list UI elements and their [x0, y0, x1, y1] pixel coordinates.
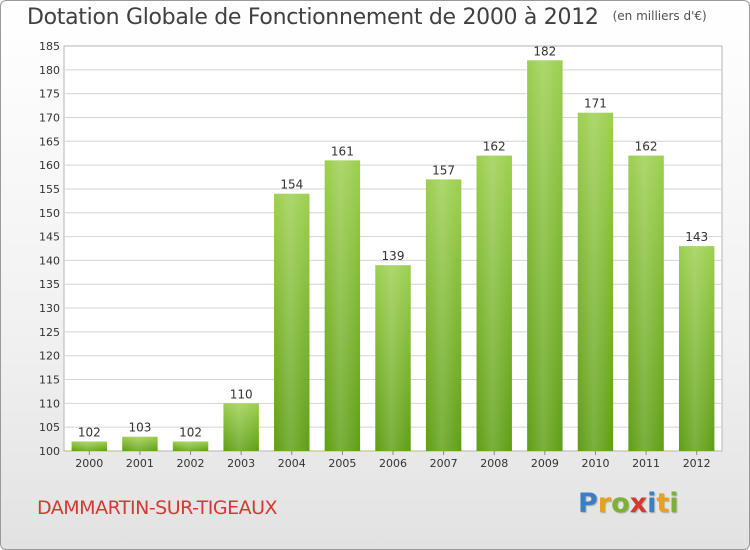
bar-highlight: [172, 441, 209, 451]
logo-letter: P: [578, 488, 598, 519]
chart-unit-note: (en milliers d'€): [612, 9, 707, 23]
bar-2006[interactable]: [375, 265, 411, 451]
data-label-2005: 161: [331, 144, 354, 158]
data-label-2007: 157: [432, 163, 455, 177]
x-tick-label: 2008: [480, 457, 508, 470]
commune-name: DAMMARTIN-SUR-TIGEAUX: [37, 497, 278, 519]
chart-title-row: Dotation Globale de Fonctionnement de 20…: [27, 5, 707, 30]
logo-letter: t: [656, 488, 670, 519]
bar-highlight: [223, 403, 259, 451]
bar-highlight: [122, 436, 158, 451]
bar-2007[interactable]: [425, 179, 462, 452]
bar-2001[interactable]: [122, 436, 158, 451]
data-label-2003: 110: [230, 387, 253, 401]
bar-2003[interactable]: [223, 403, 259, 451]
x-tick-label: 2007: [430, 457, 458, 470]
y-tick-label: 145: [39, 231, 60, 244]
bar-2008[interactable]: [476, 155, 512, 451]
data-label-2000: 102: [78, 425, 101, 439]
x-axis: 2000 2001 2002 2003 2004 2005 2006 2007 2008 2009…: [75, 451, 711, 470]
y-tick-label: 185: [39, 40, 60, 53]
y-tick-label: 180: [39, 64, 60, 77]
y-tick-label: 150: [39, 207, 60, 220]
logo-letter: o: [611, 488, 630, 519]
x-tick-label: 2002: [177, 457, 205, 470]
bar-2002[interactable]: [172, 441, 209, 451]
bar-highlight: [628, 155, 664, 451]
x-tick-label: 2004: [278, 457, 306, 470]
chart-title: Dotation Globale de Fonctionnement de 20…: [27, 5, 599, 30]
logo-letter: i: [647, 488, 657, 519]
data-label-2010: 171: [584, 97, 607, 111]
y-tick-label: 155: [39, 183, 60, 196]
y-tick-label: 170: [39, 111, 60, 124]
x-tick-label: 2011: [632, 457, 660, 470]
y-tick-label: 110: [39, 397, 60, 410]
bars: 102 103 102 110 154 161 139 157 162 182 171 162 143: [71, 44, 715, 452]
x-tick-label: 2000: [75, 457, 103, 470]
y-tick-label: 130: [39, 302, 60, 315]
bar-2011[interactable]: [628, 155, 664, 451]
x-tick-label: 2012: [683, 457, 711, 470]
bar-highlight: [476, 155, 512, 451]
data-label-2012: 143: [685, 230, 708, 244]
y-tick-label: 120: [39, 350, 60, 363]
logo-letter: r: [597, 488, 612, 519]
x-tick-label: 2009: [531, 457, 559, 470]
proxiti-logo[interactable]: Proxiti: [578, 488, 679, 519]
x-tick-label: 2001: [126, 457, 154, 470]
bar-2010[interactable]: [577, 112, 614, 452]
bar-2005[interactable]: [324, 160, 361, 451]
bar-2009[interactable]: [527, 60, 563, 451]
data-label-2008: 162: [483, 140, 506, 154]
data-label-2002: 102: [179, 425, 202, 439]
bar-highlight: [527, 60, 563, 451]
bar-highlight: [274, 193, 310, 452]
bar-highlight: [678, 246, 715, 451]
data-label-2006: 139: [382, 249, 405, 263]
y-axis: 100 105 110 115 120 125 130 135 140 145 150 155 160 1…: [39, 40, 60, 458]
y-tick-label: 135: [39, 278, 60, 291]
y-tick-label: 175: [39, 88, 60, 101]
bar-highlight: [324, 160, 361, 451]
x-tick-label: 2006: [379, 457, 407, 470]
y-tick-label: 140: [39, 254, 60, 267]
bar-highlight: [71, 441, 108, 451]
data-label-2009: 182: [533, 44, 556, 58]
bar-2004[interactable]: [274, 193, 310, 452]
y-tick-label: 160: [39, 159, 60, 172]
bar-highlight: [577, 112, 614, 452]
data-label-2001: 103: [128, 421, 151, 435]
x-tick-label: 2003: [227, 457, 255, 470]
y-tick-label: 165: [39, 135, 60, 148]
bar-2000[interactable]: [71, 441, 108, 451]
bar-highlight: [375, 265, 411, 451]
data-label-2011: 162: [635, 140, 658, 154]
x-tick-label: 2010: [581, 457, 609, 470]
y-tick-label: 105: [39, 421, 60, 434]
logo-letter: x: [629, 488, 648, 519]
y-tick-label: 125: [39, 326, 60, 339]
logo-letter: i: [669, 488, 679, 519]
bar-highlight: [425, 179, 462, 452]
data-label-2004: 154: [280, 178, 303, 192]
y-tick-label: 100: [39, 445, 60, 458]
y-tick-label: 115: [39, 374, 60, 387]
bar-2012[interactable]: [678, 246, 715, 451]
x-tick-label: 2005: [328, 457, 356, 470]
